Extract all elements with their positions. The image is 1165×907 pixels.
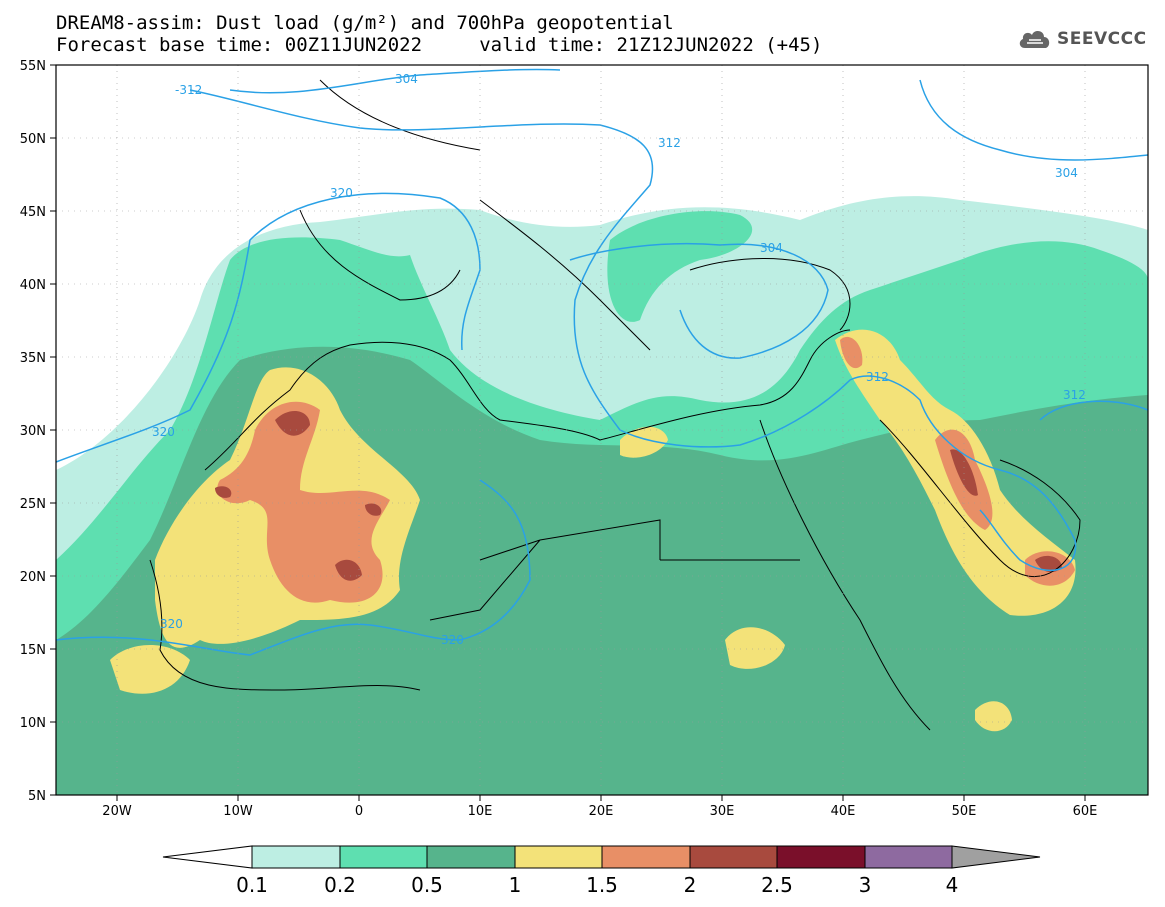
dust-band-1-chad [725,627,785,669]
longitude-labels: 20W 10W 0 10E 20E 30E 40E 50E 60E [102,804,1097,819]
dust-band-1-somalia [975,701,1012,732]
colorbar-segment [339,845,428,869]
logo-text: SEEVCCC [1057,29,1147,49]
lat-tick-label: 5N [28,789,46,804]
contour-label: 312 [658,136,681,150]
lat-tick-label: 15N [20,643,46,658]
latitude-axis [50,64,56,796]
contour-label: 304 [395,72,418,86]
lat-tick-label: 55N [20,59,46,74]
map-title-line-2: Forecast base time: 00Z11JUN2022 valid t… [56,34,823,56]
contour-label: 304 [760,241,783,255]
lon-tick-label: 20E [589,804,614,819]
dust-band-1.5-west [217,401,390,603]
colorbar-high-arrow [951,845,1041,869]
colorbar-label: 2.5 [761,873,793,897]
lat-tick-label: 50N [20,132,46,147]
lon-tick-label: 40E [831,804,856,819]
lat-lon-grid [56,65,1148,795]
lon-tick-label: 60E [1073,804,1098,819]
lon-tick-label: 0 [355,804,363,819]
lat-tick-label: 40N [20,278,46,293]
map-title-line-1: DREAM8-assim: Dust load (g/m²) and 700hP… [56,12,674,34]
contour-label: 320 [330,186,353,200]
contour-labels: -312 304 312 320 320 304 304 312 312 320… [152,72,1086,647]
colorbar-label: 0.2 [324,873,356,897]
lat-tick-label: 30N [20,424,46,439]
colorbar-label: 2 [684,873,697,897]
dust-band-1.5-syria [840,336,863,369]
lon-tick-label: 30E [710,804,735,819]
lat-tick-label: 10N [20,716,46,731]
dust-fill-layer [56,65,1148,795]
lon-tick-label: 50E [952,804,977,819]
colorbar-segment [601,845,691,869]
lat-tick-label: 45N [20,205,46,220]
lon-tick-label: 10W [223,804,253,819]
contour-label: 312 [1063,388,1086,402]
colorbar-label: 4 [946,873,959,897]
lat-tick-label: 25N [20,497,46,512]
colorbar-label: 3 [859,873,872,897]
lat-tick-label: 20N [20,570,46,585]
colorbar-low-arrow [162,845,253,869]
contour-label: 320 [441,633,464,647]
latitude-labels: 5N 10N 15N 20N 25N 30N 35N 40N 45N 50N 5… [20,59,46,804]
lat-tick-label: 35N [20,351,46,366]
colorbar-label: 1 [509,873,522,897]
contour-label: 320 [152,425,175,439]
colorbar-label: 0.5 [411,873,443,897]
lon-tick-label: 10E [468,804,493,819]
colorbar-label: 1.5 [586,873,618,897]
longitude-axis [116,795,1086,801]
dust-band-2-gulf [950,449,1062,573]
dust-band-1-sahel [110,645,190,694]
seevccc-logo: SEEVCCC [1017,27,1147,51]
contour-label: -312 [175,83,202,97]
cloud-icon [1019,31,1050,48]
coastlines [149,79,1081,731]
colorbar-segment [251,845,341,869]
colorbar-segment [426,845,516,869]
dust-band-0.2-balkans [607,211,753,322]
contour-label: 312 [866,370,889,384]
geopotential-contours [55,68,1149,656]
colorbar-segment [776,845,866,869]
colorbar-segment [689,845,778,869]
colorbar-label: 0.1 [236,873,268,897]
contour-label: 304 [1055,166,1078,180]
colorbar-segment [514,845,603,869]
contour-label: 320 [160,617,183,631]
lon-tick-label: 20W [102,804,132,819]
colorbar-segment [864,845,953,869]
dust-load-colorbar: 0.1 0.2 0.5 1 1.5 2 2.5 3 4 [162,845,1041,897]
